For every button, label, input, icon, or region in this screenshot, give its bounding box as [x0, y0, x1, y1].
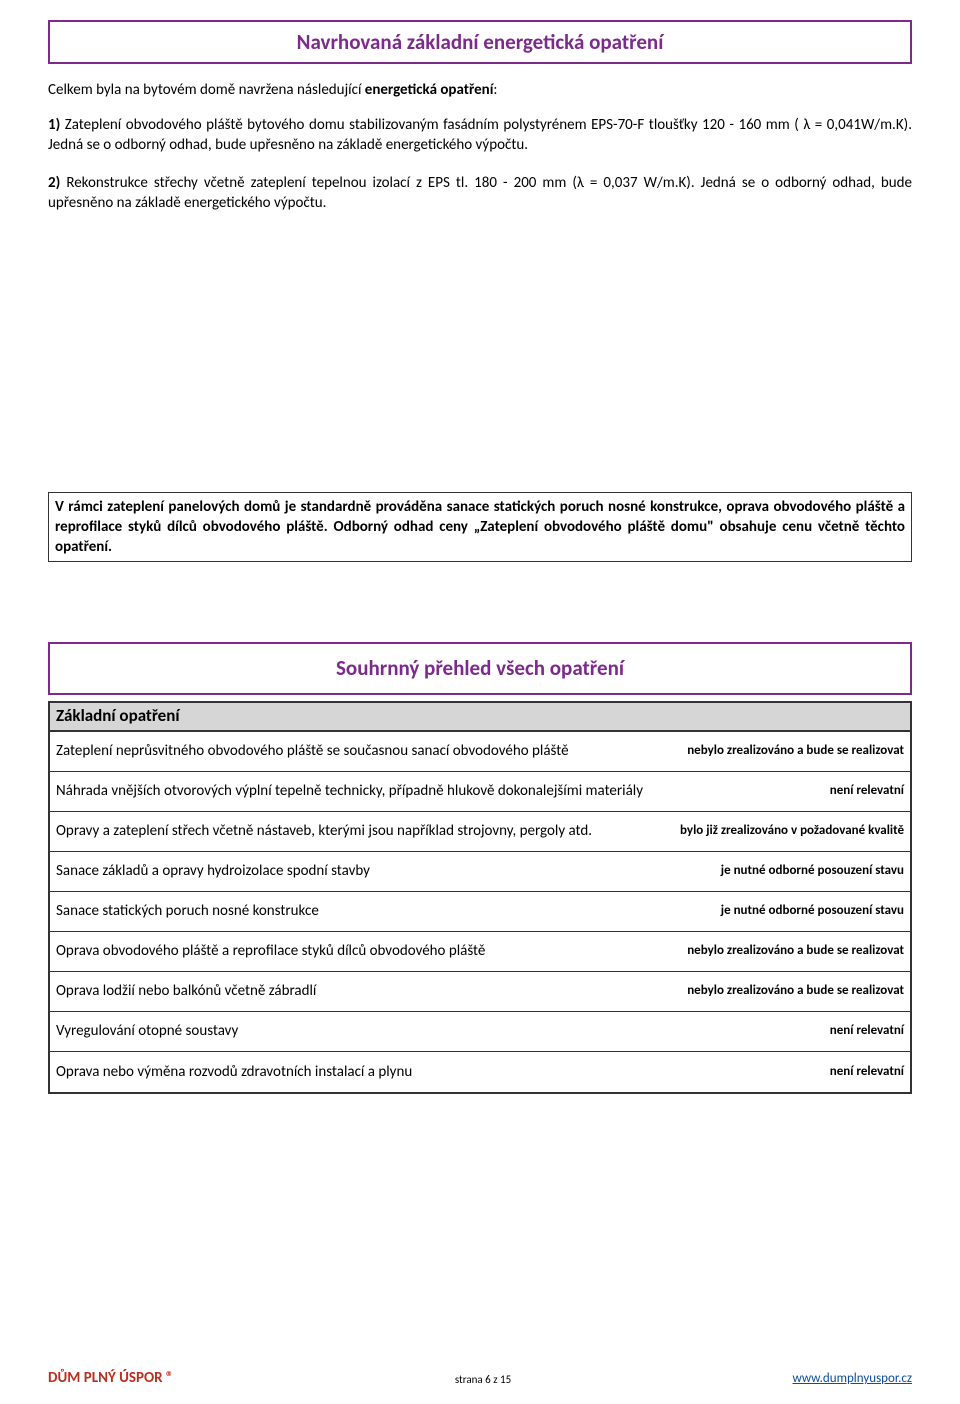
section1-title-box: Navrhovaná základní energetická opatření — [48, 20, 912, 64]
row-left: Zateplení neprůsvitného obvodového plášt… — [50, 738, 670, 764]
table-row: Sanace statických poruch nosné konstrukc… — [50, 892, 910, 932]
section1-item-1: 1) Zateplení obvodového pláště bytového … — [48, 115, 912, 156]
item2-num: 2) — [48, 174, 60, 192]
section2-title-box: Souhrnný přehled všech opatření — [48, 642, 912, 694]
intro-prefix: Celkem byla na bytovém domě navržena nás… — [48, 81, 365, 99]
section2-title: Souhrnný přehled všech opatření — [336, 655, 624, 681]
row-right: není relevatní — [670, 779, 910, 803]
page-footer: DŮM PLNÝ ÚSPOR ® strana 6 z 15 www.dumpl… — [48, 1368, 912, 1388]
section1-title: Navrhovaná základní energetická opatření — [297, 29, 664, 55]
summary-table: Základní opatření Zateplení neprůsvitnéh… — [48, 701, 912, 1094]
footer-link[interactable]: www.dumplnyuspor.cz — [792, 1370, 912, 1388]
row-left: Opravy a zateplení střech včetně nástave… — [50, 818, 670, 844]
row-right: není relevatní — [670, 1060, 910, 1084]
row-left: Oprava nebo výměna rozvodů zdravotních i… — [50, 1059, 670, 1085]
row-left: Náhrada vnějších otvorových výplní tepel… — [50, 778, 670, 804]
row-right: je nutné odborné posouzení stavu — [670, 859, 910, 883]
row-right: bylo již zrealizováno v požadované kvali… — [670, 819, 910, 843]
table-row: Zateplení neprůsvitného obvodového plášt… — [50, 732, 910, 772]
row-left: Sanace základů a opravy hydroizolace spo… — [50, 858, 670, 884]
note-paragraph: V rámci zateplení panelových domů je sta… — [55, 498, 905, 557]
spacer-1 — [48, 232, 912, 492]
row-right: je nutné odborné posouzení stavu — [670, 899, 910, 923]
summary-header: Základní opatření — [50, 703, 910, 732]
section1-intro: Celkem byla na bytovém domě navržena nás… — [48, 80, 912, 100]
row-left: Vyregulování otopné soustavy — [50, 1018, 670, 1044]
footer-pageno: strana 6 z 15 — [455, 1373, 511, 1388]
row-right: nebylo zrealizováno a bude se realizovat — [670, 939, 910, 963]
section1-item-2: 2) Rekonstrukce střechy včetně zateplení… — [48, 173, 912, 214]
row-left: Oprava obvodového pláště a reprofilace s… — [50, 938, 670, 964]
table-row: Vyregulování otopné soustavy není releva… — [50, 1012, 910, 1052]
row-right: není relevatní — [670, 1019, 910, 1043]
note-paragraph-box: V rámci zateplení panelových domů je sta… — [48, 492, 912, 563]
spacer-2 — [48, 572, 912, 642]
row-right: nebylo zrealizováno a bude se realizovat — [670, 739, 910, 763]
intro-bold: energetická opatření — [365, 81, 494, 99]
item1-num: 1) — [48, 116, 60, 134]
table-row: Sanace základů a opravy hydroizolace spo… — [50, 852, 910, 892]
item2-text: Rekonstrukce střechy včetně zateplení te… — [48, 174, 912, 212]
table-row: Oprava lodžií nebo balkónů včetně zábrad… — [50, 972, 910, 1012]
item1-text: Zateplení obvodového pláště bytového dom… — [48, 116, 912, 154]
table-row: Oprava nebo výměna rozvodů zdravotních i… — [50, 1052, 910, 1092]
intro-suffix: : — [493, 81, 497, 99]
row-left: Sanace statických poruch nosné konstrukc… — [50, 898, 670, 924]
table-row: Náhrada vnějších otvorových výplní tepel… — [50, 772, 910, 812]
table-row: Opravy a zateplení střech včetně nástave… — [50, 812, 910, 852]
row-left: Oprava lodžií nebo balkónů včetně zábrad… — [50, 978, 670, 1004]
table-row: Oprava obvodového pláště a reprofilace s… — [50, 932, 910, 972]
footer-brand: DŮM PLNÝ ÚSPOR ® — [48, 1368, 174, 1388]
row-right: nebylo zrealizováno a bude se realizovat — [670, 979, 910, 1003]
